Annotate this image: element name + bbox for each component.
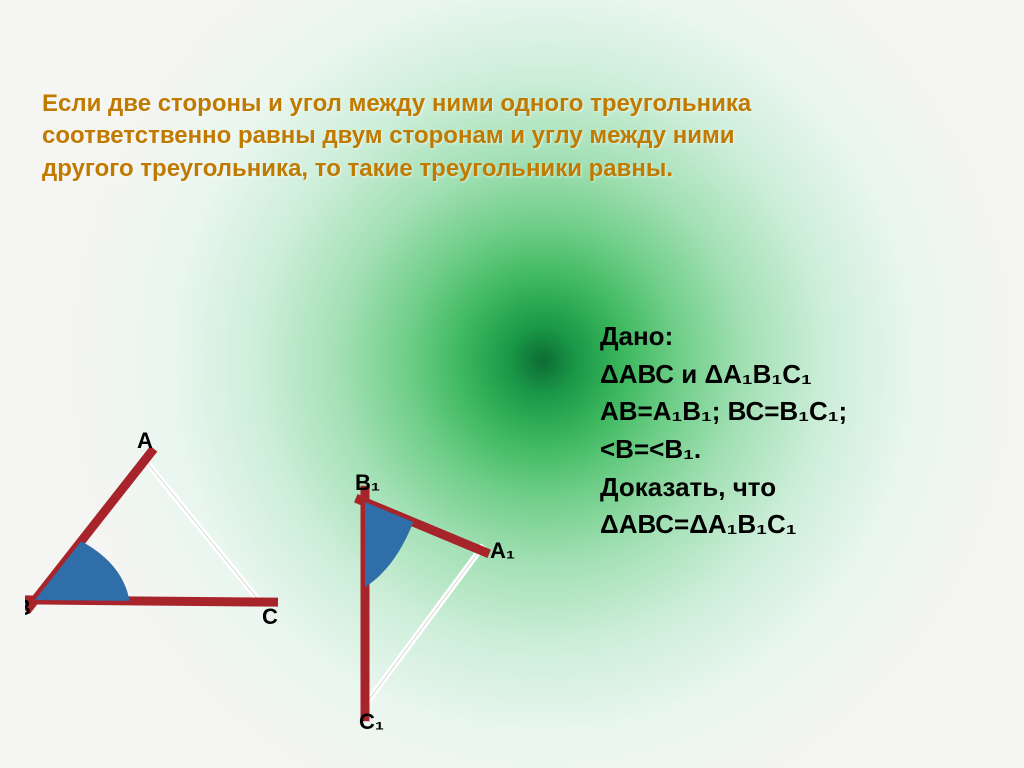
given-line-2: ΔАВС и ΔА₁В₁С₁ <box>600 356 847 394</box>
given-block: Дано: ΔАВС и ΔА₁В₁С₁ АВ=А₁В₁; ВС=В₁С₁; <… <box>600 318 847 544</box>
theorem-line-1: Если две стороны и угол между ними одног… <box>42 88 982 120</box>
theorem-line-3: другого треугольника, то такие треугольн… <box>42 153 982 185</box>
triangles-svg: А В С А₁ В₁ С₁ <box>25 420 585 760</box>
vertex-2-B: В₁ <box>355 470 380 495</box>
given-line-5: Доказать, что <box>600 469 847 507</box>
vertex-1-A: А <box>137 428 153 453</box>
triangles-diagram: А В С А₁ В₁ С₁ <box>25 420 585 765</box>
vertex-2-A: А₁ <box>490 538 515 563</box>
vertex-1-C: С <box>262 604 278 629</box>
given-line-1: Дано: <box>600 318 847 356</box>
given-line-6: ΔАВС=ΔА₁В₁С₁ <box>600 506 847 544</box>
theorem-line-2: соответственно равны двум сторонам и угл… <box>42 120 982 152</box>
given-line-3: АВ=А₁В₁; ВС=В₁С₁; <box>600 393 847 431</box>
vertex-2-C: С₁ <box>359 709 384 734</box>
vertex-1-B: В <box>25 595 31 620</box>
theorem-text: Если две стороны и угол между ними одног… <box>42 88 982 185</box>
given-line-4: <В=<В₁. <box>600 431 847 469</box>
